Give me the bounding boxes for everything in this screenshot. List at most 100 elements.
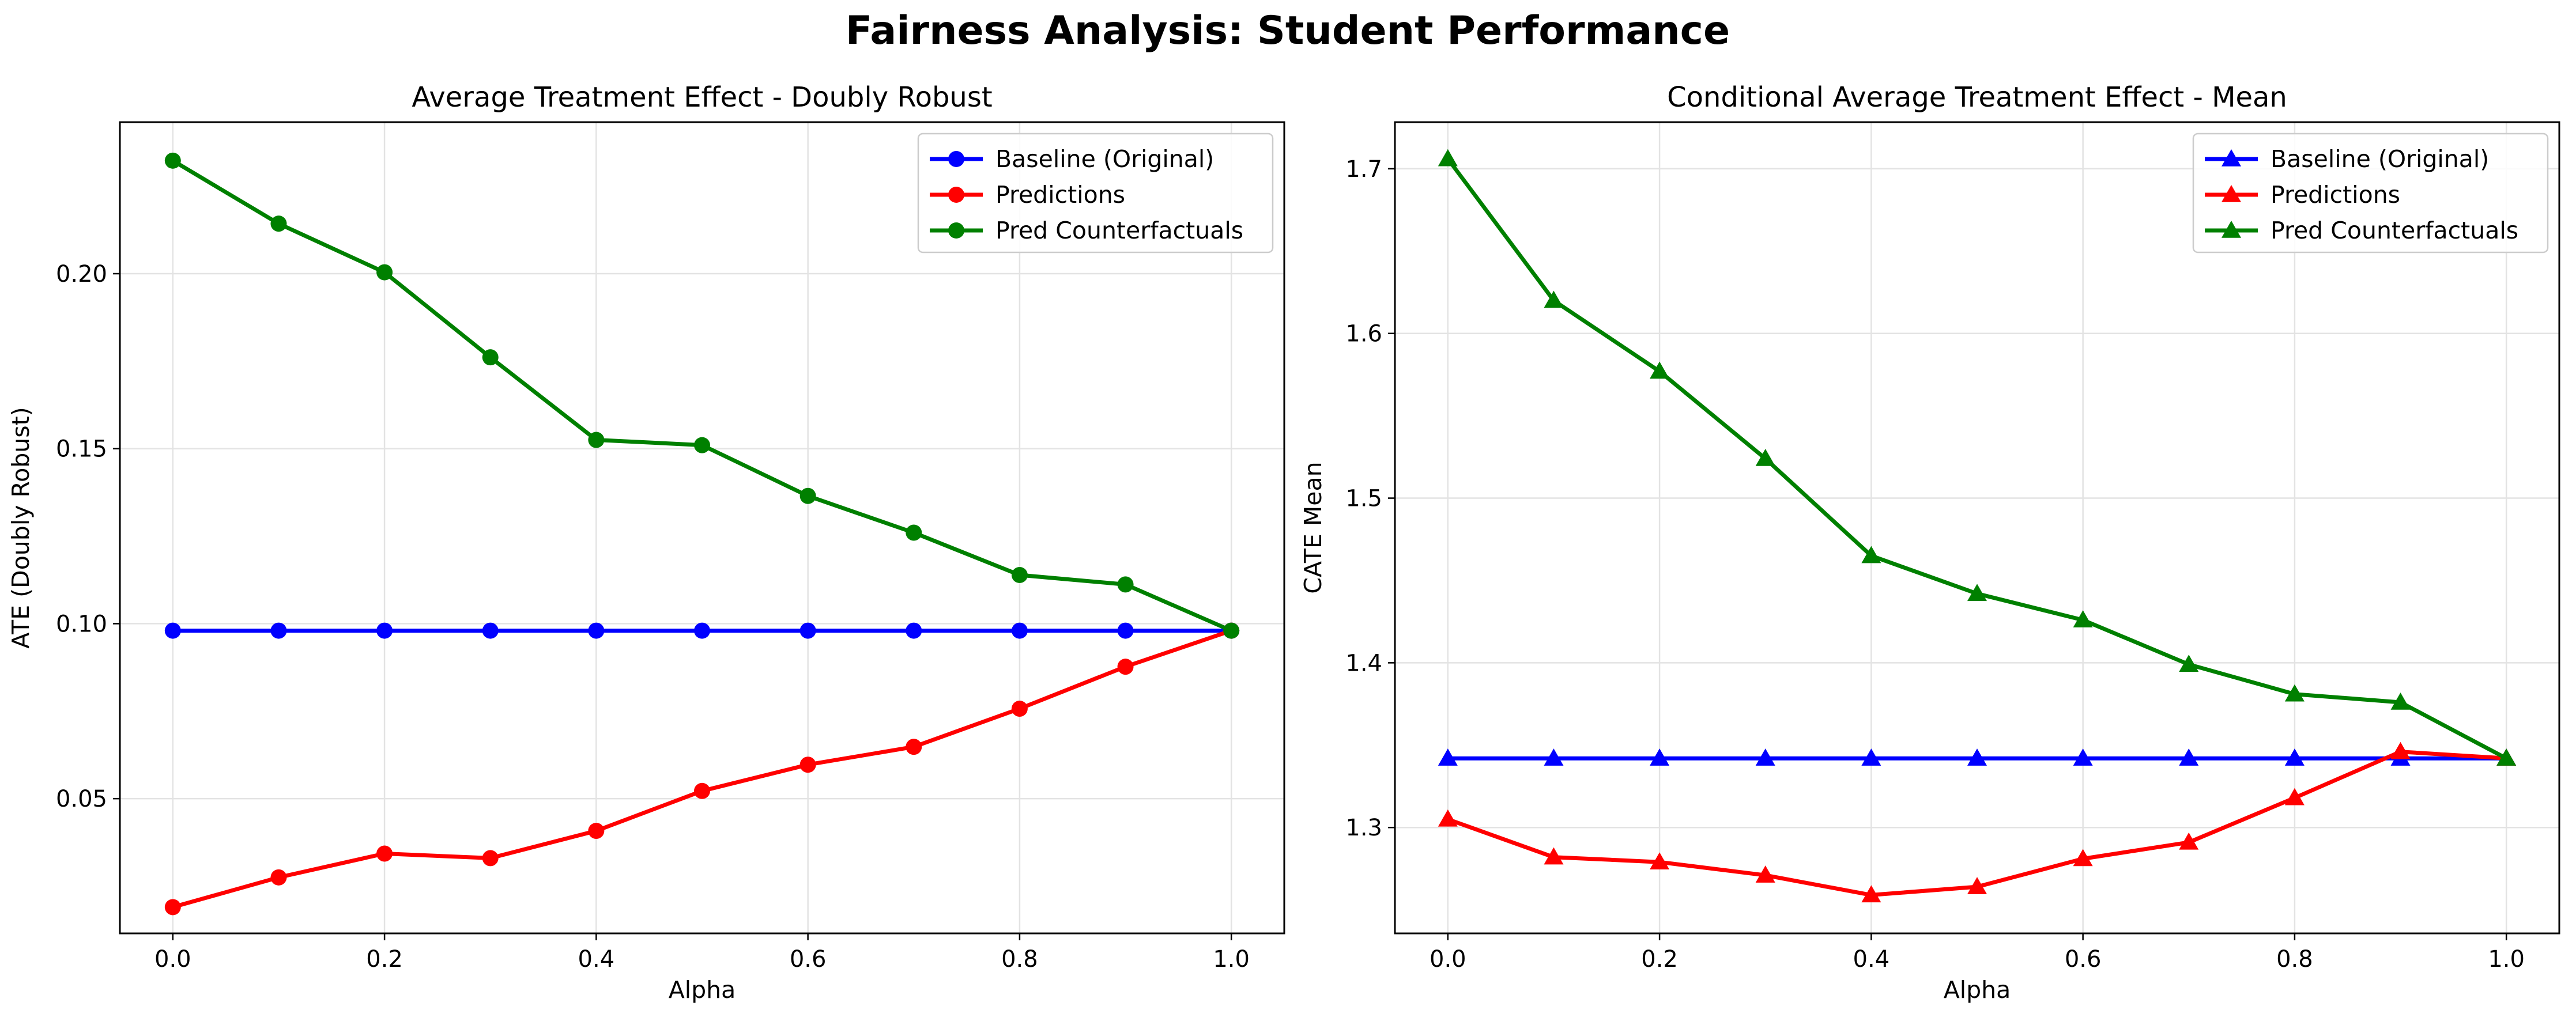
cate-data-point (1967, 877, 1987, 894)
ate-data-point (164, 899, 181, 916)
ate-data-point (1117, 622, 1134, 639)
cate-x-tick-label: 0.8 (2276, 946, 2313, 973)
cate-x-tick-label: 0.6 (2065, 946, 2102, 973)
ate-data-point (1011, 701, 1028, 717)
ate-data-point (1117, 576, 1134, 593)
cate-y-tick-label: 1.7 (1345, 156, 1382, 183)
ate-data-point (906, 524, 922, 541)
ate-data-point (376, 622, 393, 639)
ate-y-tick-label: 0.05 (56, 786, 107, 812)
cate-data-point (2073, 849, 2093, 867)
ate-axes-frame (119, 121, 1285, 935)
ate-data-point (906, 739, 922, 755)
cate-data-point (1967, 748, 1987, 766)
cate-legend-marker (2222, 149, 2241, 167)
ate-legend-label: Predictions (995, 181, 1125, 209)
figure-suptitle: Fairness Analysis: Student Performance (846, 8, 1730, 54)
ate-data-point (164, 152, 181, 169)
cate-series-3 (1438, 149, 2517, 766)
ate-y-tick-label: 0.20 (56, 261, 107, 288)
cate-data-point (1650, 748, 1670, 766)
ate-x-axis-label: Alpha (669, 976, 736, 1004)
ate-chart-title: Average Treatment Effect - Doubly Robust (412, 81, 992, 114)
cate-chart-title: Conditional Average Treatment Effect - M… (1667, 81, 2287, 114)
ate-x-tick-label: 0.8 (1001, 946, 1038, 973)
cate-data-point (1650, 361, 1670, 379)
cate-data-point (2179, 655, 2199, 672)
cate-data-point (1755, 748, 1775, 766)
cate-y-tick-label: 1.3 (1345, 815, 1382, 841)
ate-data-point (588, 823, 605, 839)
ate-data-point (482, 850, 499, 867)
cate-legend-box (2192, 133, 2549, 254)
ate-data-point (482, 349, 499, 366)
ate-series-3 (164, 152, 1240, 639)
ate-data-point (799, 757, 816, 773)
cate-data-point (1967, 584, 1987, 602)
cate-data-point (1861, 885, 1881, 903)
cate-legend-marker (2222, 221, 2241, 238)
cate-x-tick-label: 0.2 (1641, 946, 1678, 973)
cate-data-point (1544, 847, 1564, 865)
cate-data-point (1755, 448, 1775, 466)
cate-y-tick-label: 1.5 (1345, 486, 1382, 512)
cate-data-point (1861, 546, 1881, 563)
cate-data-point (2284, 684, 2305, 702)
ate-data-point (694, 437, 710, 453)
cate-legend-label: Predictions (2270, 181, 2400, 209)
ate-data-point (799, 622, 816, 639)
cate-data-point (2179, 748, 2199, 766)
ate-legend-marker (948, 151, 964, 167)
ate-x-tick-label: 0.4 (578, 946, 615, 973)
cate-data-point (2179, 832, 2199, 850)
ate-x-tick-label: 1.0 (1213, 946, 1250, 973)
ate-legend-label: Baseline (Original) (995, 145, 1214, 173)
ate-data-point (270, 215, 287, 232)
ate-data-point (270, 622, 287, 639)
cate-data-point (1861, 748, 1881, 766)
ate-data-point (588, 432, 605, 448)
ate-y-tick-label: 0.15 (56, 436, 107, 463)
ate-data-point (799, 487, 816, 504)
ate-data-point (1011, 622, 1028, 639)
ate-data-point (1011, 567, 1028, 584)
cate-data-point (2390, 742, 2411, 759)
chart-panels: 0.0 0.2 0.4 0.6 0.8 1.0 0.05 0.10 0.15 0.20 Averag… (7, 81, 2560, 1004)
ate-legend-marker (948, 187, 964, 203)
ate-legend-label: Pred Counterfactuals (995, 217, 1243, 244)
ate-data-point (482, 622, 499, 639)
ate-legend-marker (948, 222, 964, 239)
ate-panel: 0.0 0.2 0.4 0.6 0.8 1.0 0.05 0.10 0.15 0.20 Averag… (7, 81, 1285, 1004)
cate-x-tick-label: 0.4 (1853, 946, 1890, 973)
cate-data-point (1544, 290, 1564, 308)
ate-data-point (376, 845, 393, 862)
ate-x-tick-label: 0.2 (366, 946, 403, 973)
cate-data-point (1438, 149, 1458, 167)
ate-x-tick-label: 0.6 (790, 946, 827, 973)
cate-legend-label: Baseline (Original) (2270, 145, 2489, 173)
cate-data-point (1650, 852, 1670, 869)
cate-data-point (2390, 692, 2411, 710)
ate-legend-box (917, 133, 1274, 254)
ate-data-point (270, 869, 287, 886)
ate-y-axis-label: ATE (Doubly Robust) (7, 407, 35, 648)
cate-x-tick-label: 0.0 (1430, 946, 1466, 973)
ate-x-tick-label: 0.0 (154, 946, 191, 973)
cate-data-point (2496, 748, 2517, 766)
cate-y-axis-label: CATE Mean (1299, 462, 1327, 593)
ate-data-point (694, 622, 710, 639)
cate-data-point (1544, 748, 1564, 766)
ate-data-point (694, 782, 710, 799)
cate-data-point (2284, 788, 2305, 805)
cate-legend-label: Pred Counterfactuals (2270, 217, 2518, 244)
cate-axes-frame (1394, 121, 2560, 935)
cate-legend: Baseline (Original) Predictions Pred Count… (2192, 133, 2549, 254)
cate-panel: 0.0 0.2 0.4 0.6 0.8 1.0 1.3 1.4 1.5 1.6 1.7 Conditi… (1299, 81, 2560, 1004)
ate-data-point (906, 622, 922, 639)
cate-data-point (1438, 809, 1458, 827)
cate-x-axis-label: Alpha (1944, 976, 2011, 1004)
cate-data-point (2284, 748, 2305, 766)
ate-y-tick-label: 0.10 (56, 611, 107, 637)
cate-y-tick-label: 1.4 (1345, 650, 1382, 676)
